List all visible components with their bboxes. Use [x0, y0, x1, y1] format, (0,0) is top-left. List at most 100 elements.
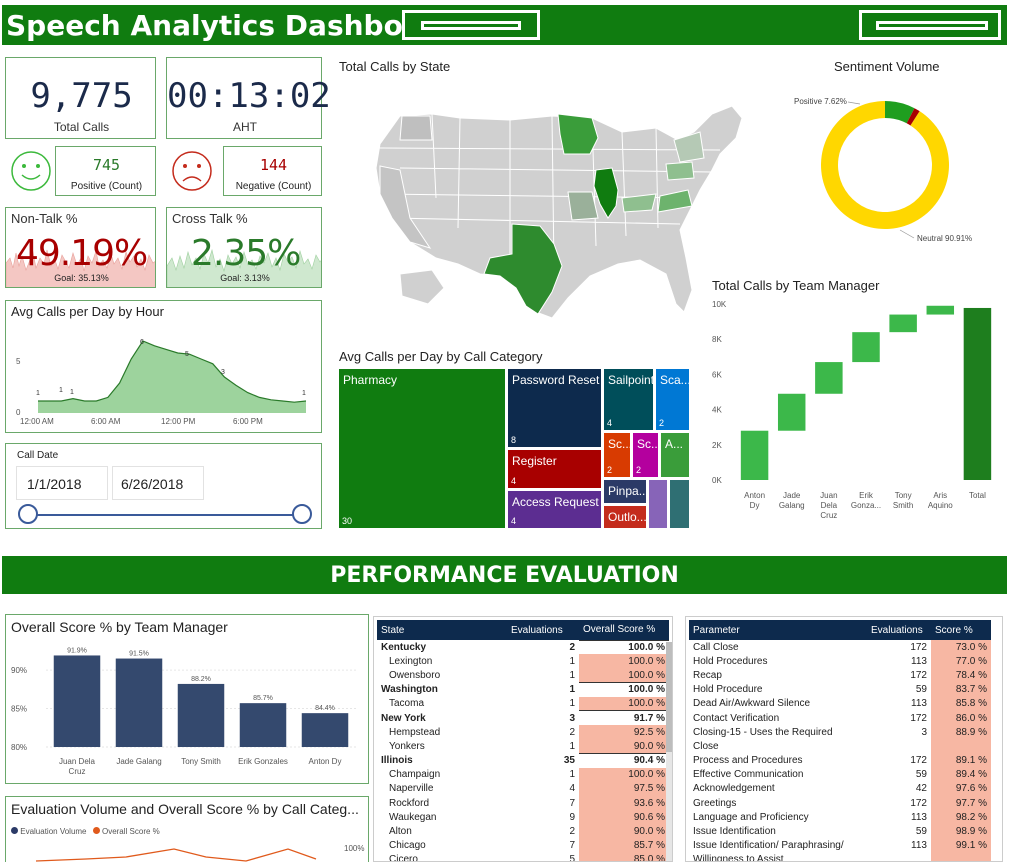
waterfall-bar[interactable] [815, 362, 843, 394]
non-talk-card[interactable]: Non-Talk % 49.19% Goal: 35.13% [5, 207, 156, 288]
overall-score-cell: 100.0 % [579, 654, 669, 669]
table-row[interactable]: Alton 2 90.0 % [377, 824, 669, 839]
score-bar[interactable] [301, 713, 349, 747]
table-row[interactable]: Willingness to Assist [689, 852, 991, 861]
treemap-cell[interactable]: Sc... 2 [603, 432, 631, 478]
state-name-cell: Chicago [389, 840, 426, 852]
call-category-treemap[interactable]: Pharmacy 30 Password Reset 8 Sailpoint 4 Sca..… [338, 368, 690, 529]
waterfall-bar[interactable] [740, 430, 769, 480]
total-calls-card[interactable]: 9,775 Total Calls [5, 57, 156, 139]
score-bar[interactable] [115, 658, 163, 747]
column-header-score[interactable]: Score % [931, 620, 991, 640]
sentiment-neutral-slice[interactable] [821, 101, 949, 229]
table-row[interactable]: Hold Procedures 113 77.0 % [689, 654, 991, 669]
waterfall-bar[interactable] [889, 314, 917, 333]
sentiment-positive-slice[interactable] [885, 101, 915, 124]
waterfall-bar[interactable] [926, 305, 955, 315]
table-group-row[interactable]: Washington 1 100.0 % [377, 682, 669, 697]
aht-card[interactable]: 00:13:02 AHT [166, 57, 331, 139]
treemap-cell[interactable]: Sca... 2 [655, 368, 690, 431]
total-calls-label: Total Calls [53, 120, 110, 134]
table-row[interactable]: Acknowledgement 42 97.6 % [689, 781, 991, 797]
hourly-chart-title: Avg Calls per Day by Hour [11, 304, 164, 319]
hourly-chart-card[interactable]: Avg Calls per Day by Hour 5 0 12:00 AM 6… [5, 300, 322, 433]
table-row[interactable]: Naperville 4 97.5 % [377, 781, 669, 797]
treemap-cell[interactable]: Pinpa... [603, 479, 647, 504]
volume-chart-card[interactable]: Evaluation Volume and Overall Score % by… [5, 796, 369, 862]
table-row[interactable]: Close [689, 739, 991, 754]
end-date-input[interactable]: 6/26/2018 [112, 466, 204, 500]
table-row[interactable]: Contact Verification 172 86.0 % [689, 710, 991, 726]
table-row[interactable]: Champaign 1 100.0 % [377, 767, 669, 782]
table-row[interactable]: Language and Proficiency 113 98.2 % [689, 810, 991, 825]
map-base [375, 105, 743, 319]
treemap-cell[interactable]: Access Request 4 [507, 490, 602, 529]
score-chart-card[interactable]: Overall Score % by Team Manager 90% 85% 80… [5, 614, 369, 784]
score-bar[interactable] [177, 683, 225, 747]
treemap-cell[interactable]: Register 4 [507, 449, 602, 489]
table-row[interactable]: Dead Air/Awkward Silence 113 85.8 % [689, 696, 991, 711]
state-table-scroll-thumb[interactable] [666, 642, 672, 752]
treemap-cell[interactable] [669, 479, 690, 529]
column-header-state[interactable]: State [377, 620, 507, 640]
table-row[interactable]: Closing-15 - Uses the Required 3 88.9 % [689, 725, 991, 740]
table-row[interactable]: Rockford 7 93.6 % [377, 796, 669, 811]
table-row[interactable]: Call Close 172 73.0 % [689, 640, 991, 655]
table-row[interactable]: Cicero 5 85.0 % [377, 852, 669, 861]
start-date-input[interactable]: 1/1/2018 [16, 466, 108, 500]
waterfall-bar[interactable] [852, 332, 880, 363]
table-row[interactable]: Owensboro 1 100.0 % [377, 668, 669, 683]
table-row[interactable]: Issue Identification 59 98.9 % [689, 824, 991, 839]
table-row[interactable]: Waukegan 9 90.6 % [377, 810, 669, 825]
table-row[interactable]: Hold Procedure 59 83.7 % [689, 682, 991, 697]
waterfall-ytick: 2K [712, 441, 722, 450]
cross-talk-card[interactable]: Cross Talk % 2.35% Goal: 3.13% [166, 207, 322, 288]
date-slider-end-handle[interactable] [292, 504, 312, 524]
column-header-evaluations[interactable]: Evaluations [507, 620, 579, 640]
waterfall-bar[interactable] [963, 307, 992, 480]
treemap-cell[interactable]: Sailpoint 4 [603, 368, 654, 431]
table-row[interactable]: Issue Identification/ Paraphrasing/113 99… [689, 838, 991, 853]
waterfall-bar[interactable] [777, 393, 806, 431]
table-row[interactable]: Recap 172 78.4 % [689, 668, 991, 683]
date-slider-track[interactable] [28, 514, 303, 516]
state-table-card[interactable]: State Evaluations Overall Score % Kentuc… [373, 616, 673, 862]
column-header-parameter[interactable]: Parameter [689, 620, 867, 640]
param-table-card[interactable]: Parameter Evaluations Score % Call Close… [685, 616, 1003, 862]
score-bar[interactable] [53, 655, 101, 747]
overall-score-cell: 100.0 % [579, 767, 669, 782]
table-group-row[interactable]: Kentucky 2 100.0 % [377, 639, 669, 655]
treemap-cell[interactable] [648, 479, 668, 529]
hourly-ytick-5: 5 [16, 357, 21, 366]
column-header-overall-score[interactable]: Overall Score % [579, 620, 669, 640]
score-line [35, 848, 317, 862]
table-row[interactable]: Process and Procedures 172 89.1 % [689, 753, 991, 768]
table-row[interactable]: Yonkers 1 90.0 % [377, 739, 669, 754]
evaluations-cell: 113 [911, 655, 927, 667]
table-group-row[interactable]: Illinois 35 90.4 % [377, 752, 669, 768]
table-row[interactable]: Tacoma 1 100.0 % [377, 696, 669, 711]
table-group-row[interactable]: New York 3 91.7 % [377, 710, 669, 726]
negative-count-card[interactable]: 144 Negative (Count) [223, 146, 322, 196]
treemap-cell[interactable]: A... [660, 432, 690, 478]
treemap-cell[interactable]: Sc... 2 [632, 432, 659, 478]
date-slider-start-handle[interactable] [18, 504, 38, 524]
negative-count-label: Negative (Count) [235, 181, 312, 192]
table-row[interactable]: Hempstead 2 92.5 % [377, 725, 669, 740]
sentiment-donut[interactable]: Positive 7.62% Neutral 90.91% [790, 78, 990, 258]
table-row[interactable]: Greetings 172 97.7 % [689, 796, 991, 811]
sentiment-negative-slice[interactable] [906, 108, 920, 126]
score-bar[interactable] [239, 703, 287, 747]
treemap-cell[interactable]: Pharmacy 30 [338, 368, 506, 529]
table-row[interactable]: Lexington 1 100.0 % [377, 654, 669, 669]
call-date-slicer[interactable]: Call Date 1/1/2018 6/26/2018 [5, 443, 322, 529]
us-state-map[interactable] [340, 78, 750, 340]
treemap-cell[interactable]: Outlo... [603, 505, 647, 529]
column-header-evaluations[interactable]: Evaluations [867, 620, 931, 640]
table-row[interactable]: Chicago 7 85.7 % [377, 838, 669, 853]
table-row[interactable]: Effective Communication 59 89.4 % [689, 767, 991, 782]
treemap-cell[interactable]: Password Reset 8 [507, 368, 602, 448]
positive-count-card[interactable]: 745 Positive (Count) [55, 146, 156, 196]
